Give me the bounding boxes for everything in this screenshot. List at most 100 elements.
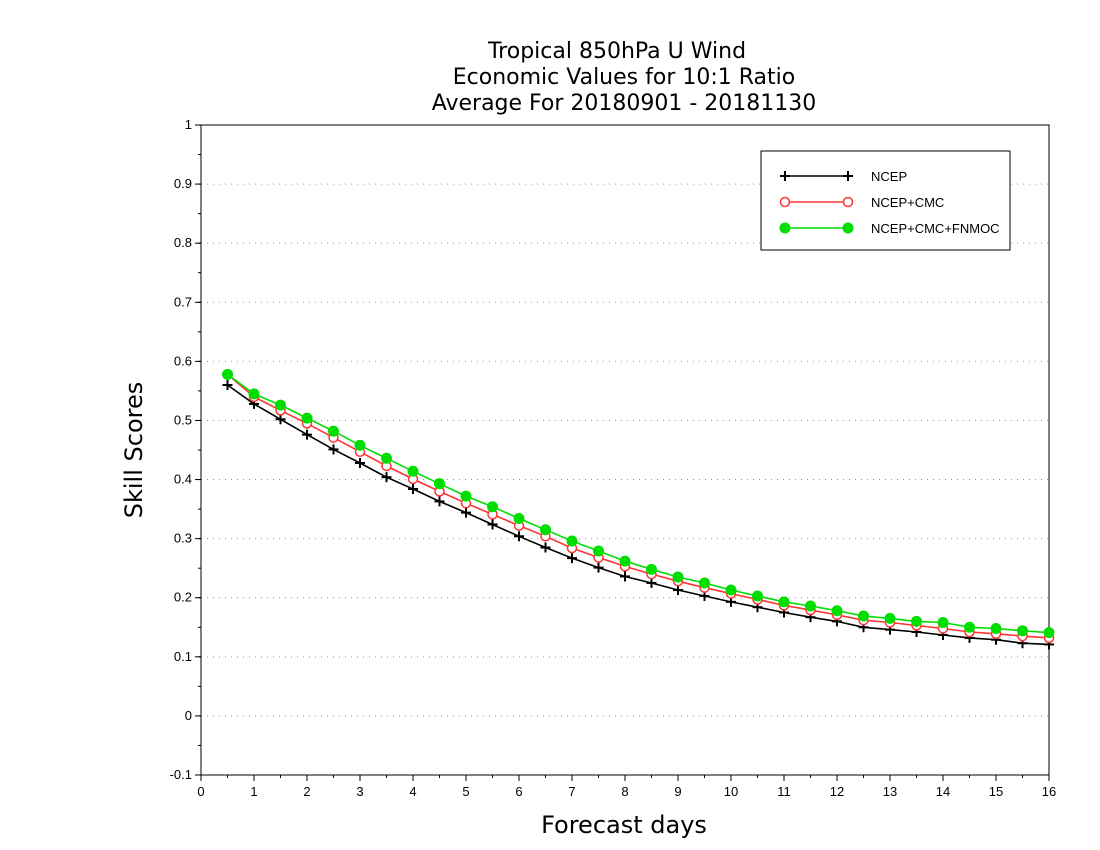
legend-marker (779, 196, 791, 208)
data-point (460, 490, 472, 502)
data-point (831, 605, 843, 617)
x-tick-label: 16 (1042, 784, 1056, 799)
series-3 (222, 368, 1055, 639)
data-point (593, 545, 604, 557)
x-tick-label: 11 (777, 784, 791, 799)
data-point (381, 452, 392, 464)
data-point (248, 388, 260, 400)
x-axis-title: Forecast days (541, 811, 707, 839)
legend-marker (779, 222, 791, 234)
data-point (884, 612, 896, 624)
x-tick-label: 4 (409, 784, 416, 799)
x-tick-label: 6 (515, 784, 522, 799)
legend-marker (842, 222, 854, 234)
legend-box (760, 150, 1011, 251)
data-point (355, 458, 365, 468)
x-tick-label: 3 (356, 784, 363, 799)
data-point (1043, 627, 1055, 639)
y-tick-label: 0.5 (174, 412, 192, 427)
title-line-2: Economic Values for 10:1 Ratio (453, 65, 795, 90)
x-axis: 0 1 2 3 4 5 6 7 8 9 10 11 12 13 14 15 16 (197, 775, 1056, 799)
x-tick-label: 1 (250, 784, 257, 799)
data-point (990, 622, 1002, 634)
gridlines (201, 183, 1049, 717)
series-2 (222, 369, 1055, 644)
data-point (434, 496, 445, 507)
x-tick-label: 8 (621, 784, 628, 799)
y-axis: 1 0.9 0.8 0.7 0.6 0.5 0.4 0.3 0.2 0.1 0 -0.1 (170, 117, 201, 782)
data-point (619, 555, 631, 567)
data-point (911, 615, 922, 627)
legend-label: NCEP+CMC+FNMOC (871, 221, 1000, 236)
legend-label: NCEP+CMC (871, 195, 944, 210)
x-tick-label: 7 (568, 784, 575, 799)
data-point (222, 368, 233, 380)
data-point (964, 621, 975, 633)
y-tick-label: 0.9 (174, 176, 192, 191)
data-point (407, 465, 419, 477)
data-point (513, 513, 525, 525)
series-line (227, 373, 1050, 634)
data-point (673, 585, 683, 596)
legend-marker (843, 171, 853, 181)
y-tick-label: 0.8 (174, 235, 192, 250)
series-line (227, 384, 1050, 646)
data-point (540, 542, 551, 553)
data-point (487, 501, 498, 513)
x-tick-label: 15 (989, 784, 1003, 799)
data-point (672, 571, 684, 583)
y-tick-label: 0.6 (174, 353, 192, 368)
data-point (434, 478, 445, 490)
data-point (858, 610, 869, 622)
title-line-1: Tropical 850hPa U Wind (487, 39, 746, 64)
y-tick-label: 0.2 (174, 590, 192, 605)
x-tick-label: 5 (462, 784, 469, 799)
data-point (566, 535, 578, 547)
y-tick-label: 0 (185, 708, 192, 723)
data-point (408, 484, 418, 494)
data-point (275, 399, 286, 411)
data-point (354, 439, 366, 451)
data-point (646, 563, 657, 575)
chart-title: Tropical 850hPa U Wind Economic Values f… (432, 39, 817, 116)
data-point (593, 562, 604, 573)
data-point (461, 507, 471, 518)
series-line (226, 373, 1050, 639)
data-point (540, 524, 551, 536)
legend-entry: NCEP+CMC+FNMOC (779, 221, 1000, 236)
data-point (646, 577, 657, 588)
x-tick-label: 0 (197, 784, 204, 799)
data-point (301, 412, 313, 424)
data-point (487, 519, 498, 530)
series-1 (222, 380, 1054, 650)
y-tick-label: 0.7 (174, 294, 192, 309)
series-area (222, 368, 1055, 650)
legend-marker (842, 196, 854, 208)
data-point (752, 590, 763, 602)
legend: NCEP NCEP+CMC NCEP+CMC+FNMOC (760, 150, 1011, 251)
x-tick-label: 2 (303, 784, 310, 799)
data-point (328, 425, 339, 437)
y-tick-label: 1 (185, 117, 192, 132)
y-tick-label: 0.1 (174, 649, 192, 664)
data-point (222, 380, 233, 390)
data-point (620, 571, 630, 582)
legend-label: NCEP (871, 169, 907, 184)
legend-entry: NCEP (780, 169, 907, 184)
y-tick-label: 0.4 (174, 472, 192, 487)
y-axis-title: Skill Scores (120, 382, 148, 519)
x-tick-label: 14 (936, 784, 950, 799)
data-point (725, 584, 737, 596)
data-point (937, 617, 949, 629)
x-tick-label: 13 (883, 784, 897, 799)
legend-entry: NCEP+CMC (779, 195, 944, 210)
data-point (805, 600, 816, 612)
legend-marker (780, 171, 790, 181)
y-tick-label: 0.3 (174, 531, 192, 546)
x-tick-label: 9 (674, 784, 681, 799)
data-point (1017, 625, 1028, 637)
x-tick-label: 12 (830, 784, 844, 799)
x-tick-label: 10 (724, 784, 738, 799)
data-point (778, 596, 790, 608)
